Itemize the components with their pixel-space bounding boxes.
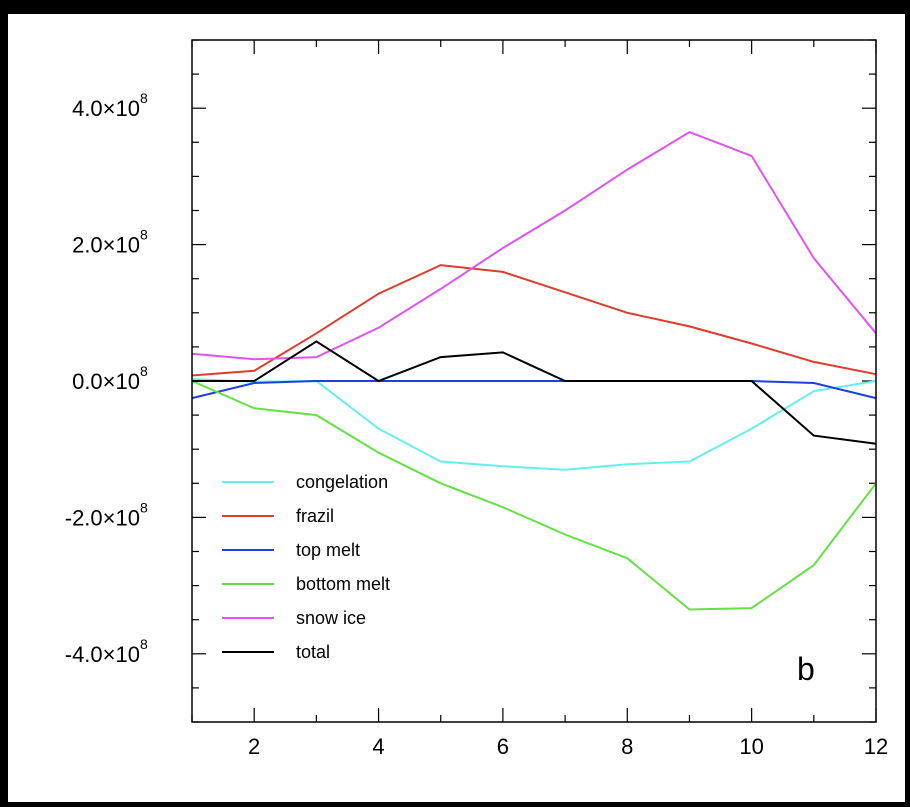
y-tick-exponent: 8 bbox=[140, 499, 148, 515]
legend-label: congelation bbox=[296, 472, 388, 492]
y-tick-label: -4.0×10 bbox=[65, 642, 140, 667]
legend-label: frazil bbox=[296, 506, 334, 526]
series-line-frazil bbox=[191, 264, 877, 377]
y-tick-exponent: 8 bbox=[140, 636, 148, 652]
series-layer bbox=[191, 130, 877, 611]
x-tick-label: 8 bbox=[621, 734, 633, 759]
legend: congelation frazil top melt bottom melt snow… bbox=[222, 472, 390, 662]
figure-panel bbox=[8, 14, 905, 802]
x-tick-label: 6 bbox=[497, 734, 509, 759]
y-tick-label: 0.0×10 bbox=[72, 369, 140, 394]
legend-label: total bbox=[296, 642, 330, 662]
panel-label: b bbox=[797, 651, 815, 687]
x-tick-label: 2 bbox=[248, 734, 260, 759]
plot-area-frame bbox=[191, 39, 877, 723]
y-tick-exponent: 8 bbox=[140, 90, 148, 106]
tick-labels-layer: 2 4 6 8 10 12-4.0×10 8-2.0×10 80.0×10 82.0×10 84.… bbox=[65, 90, 888, 759]
legend-label: snow ice bbox=[296, 608, 366, 628]
series-line-bottom-melt bbox=[191, 380, 877, 611]
x-tick-label: 4 bbox=[372, 734, 384, 759]
legend-label: bottom melt bbox=[296, 574, 390, 594]
y-tick-exponent: 8 bbox=[140, 227, 148, 243]
y-tick-label: 4.0×10 bbox=[72, 96, 140, 121]
series-line-snow-ice bbox=[191, 130, 877, 361]
series-line-top-melt bbox=[191, 380, 877, 400]
y-tick-label: 2.0×10 bbox=[72, 233, 140, 258]
y-tick-exponent: 8 bbox=[140, 363, 148, 379]
y-tick-label: -2.0×10 bbox=[65, 505, 140, 530]
x-tick-label: 12 bbox=[864, 734, 888, 759]
series-line-congelation bbox=[191, 378, 877, 471]
x-tick-label: 10 bbox=[739, 734, 763, 759]
legend-label: top melt bbox=[296, 540, 360, 560]
series-line-total bbox=[192, 340, 877, 445]
